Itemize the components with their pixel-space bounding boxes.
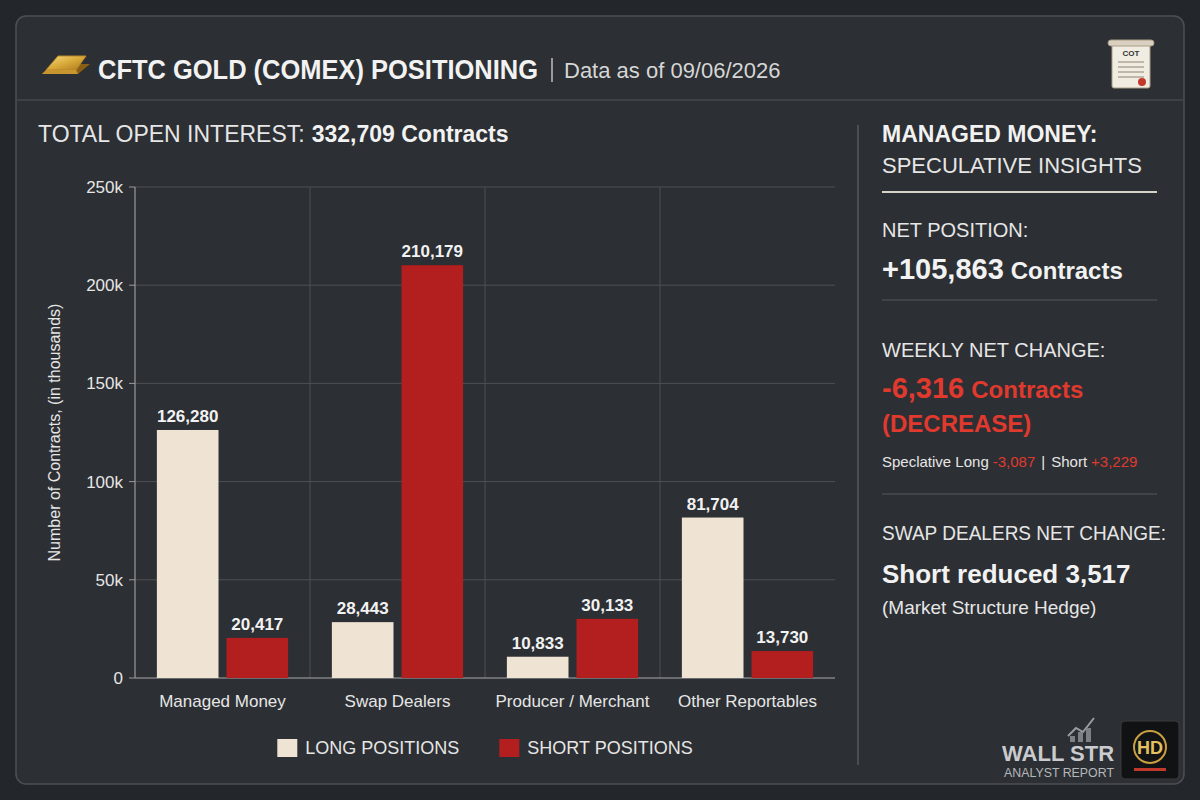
open-interest-label: TOTAL OPEN INTEREST: <box>38 121 305 147</box>
title-separator <box>551 58 553 82</box>
legend-label: SHORT POSITIONS <box>527 738 692 758</box>
y-axis-line <box>134 187 135 678</box>
legend: LONG POSITIONS SHORT POSITIONS <box>277 738 692 758</box>
panel-subheading: SPECULATIVE INSIGHTS <box>882 153 1142 178</box>
swap-label: SWAP DEALERS NET CHANGE: <box>882 522 1166 544</box>
tick-label: 0 <box>114 669 123 688</box>
tick-label: 200k <box>86 276 123 295</box>
breakdown-value: +3,229 <box>1091 453 1137 470</box>
gold-bar-top <box>46 56 86 70</box>
document-line <box>1118 72 1144 73</box>
weekly-change-value: -6,316 <box>882 372 964 404</box>
document-seal <box>1138 78 1146 86</box>
data-label: 20,417 <box>231 615 283 634</box>
data-label: 210,179 <box>402 242 463 261</box>
panel-separator <box>882 300 1157 301</box>
swap-value: Short reduced 3,517 <box>882 559 1131 589</box>
weekly-change-label: WEEKLY NET CHANGE: <box>882 339 1105 361</box>
category-label: Managed Money <box>159 692 286 711</box>
weekly-change-unit: Contracts <box>971 376 1083 403</box>
breakdown-separator: | <box>1041 453 1045 470</box>
page: CFTC GOLD (COMEX) POSITIONING Data as of … <box>0 0 1200 800</box>
weekly-change-note: (DECREASE) <box>882 410 1031 437</box>
grid <box>129 187 835 678</box>
document-line <box>1118 67 1144 68</box>
tick-mark <box>129 187 135 188</box>
date: Data as of 09/06/2026 <box>564 58 781 83</box>
data-label: 28,443 <box>337 599 389 618</box>
bar <box>157 430 219 678</box>
title: CFTC GOLD (COMEX) POSITIONING <box>98 55 538 85</box>
document-line <box>1118 77 1144 78</box>
cot-document-icon: COT <box>1108 40 1154 88</box>
document-line <box>1118 62 1144 63</box>
tick-label: 50k <box>96 571 124 590</box>
category-divider <box>485 187 486 678</box>
brand-name: WALL STR <box>1002 741 1114 766</box>
open-interest-value: 332,709 Contracts <box>312 121 509 147</box>
tick-label: 100k <box>86 473 123 492</box>
footer-icon-bar <box>1086 728 1091 742</box>
tick-mark <box>129 678 135 679</box>
panel-rule <box>882 191 1157 193</box>
bar <box>402 265 464 678</box>
breakdown-value: -3,087 <box>993 453 1036 470</box>
breakdown-label: Short <box>1051 453 1088 470</box>
data-label: 13,730 <box>756 628 808 647</box>
document-roll <box>1108 40 1154 46</box>
legend-swatch <box>277 739 297 757</box>
panel-separator <box>882 494 1157 495</box>
gold-bar-icon <box>42 56 90 74</box>
brand-tagline: ANALYST REPORT <box>1004 765 1114 780</box>
bar <box>682 518 744 678</box>
data-label: 81,704 <box>687 495 740 514</box>
net-position-value: +105,863 <box>882 253 1004 285</box>
logo-text: HD <box>1137 738 1163 758</box>
bar <box>227 638 289 678</box>
swap-note: (Market Structure Hedge) <box>882 597 1096 618</box>
tick-mark <box>129 481 135 482</box>
y-axis-title: Number of Contracts, (in thousands) <box>46 304 63 562</box>
bar <box>332 622 394 678</box>
data-label: 30,133 <box>581 596 633 615</box>
footer-chart-icon <box>1068 718 1094 742</box>
logo-box <box>1121 721 1179 779</box>
document-page <box>1112 42 1150 88</box>
net-position-unit: Contracts <box>1011 257 1123 284</box>
category-divider <box>660 187 661 678</box>
category-label: Swap Dealers <box>345 692 451 711</box>
background <box>0 0 1200 800</box>
bar <box>507 657 569 678</box>
bar <box>752 651 814 678</box>
tick-mark <box>129 383 135 384</box>
category-label: Other Reportables <box>678 692 817 711</box>
category-label: Producer / Merchant <box>495 692 649 711</box>
legend-swatch <box>499 739 519 757</box>
tick-label: 250k <box>86 178 123 197</box>
category-divider <box>310 187 311 678</box>
data-label: 126,280 <box>157 407 218 426</box>
gold-bar-front <box>42 70 78 74</box>
tick-label: 150k <box>86 374 123 393</box>
header-rule <box>16 99 1184 101</box>
panel-divider <box>857 125 859 765</box>
tick-mark <box>129 285 135 286</box>
logo-underline <box>1134 768 1166 771</box>
frame <box>16 16 1184 784</box>
bars <box>157 265 813 678</box>
document-label: COT <box>1123 49 1140 58</box>
legend-label: LONG POSITIONS <box>305 738 459 758</box>
data-label: 10,833 <box>512 634 564 653</box>
breakdown-label: Speclative Long <box>882 453 989 470</box>
logo-ring <box>1134 731 1166 763</box>
tick-mark <box>129 579 135 580</box>
net-position-label: NET POSITION: <box>882 219 1028 241</box>
bar <box>577 619 639 678</box>
panel-heading: MANAGED MONEY: <box>882 121 1098 147</box>
